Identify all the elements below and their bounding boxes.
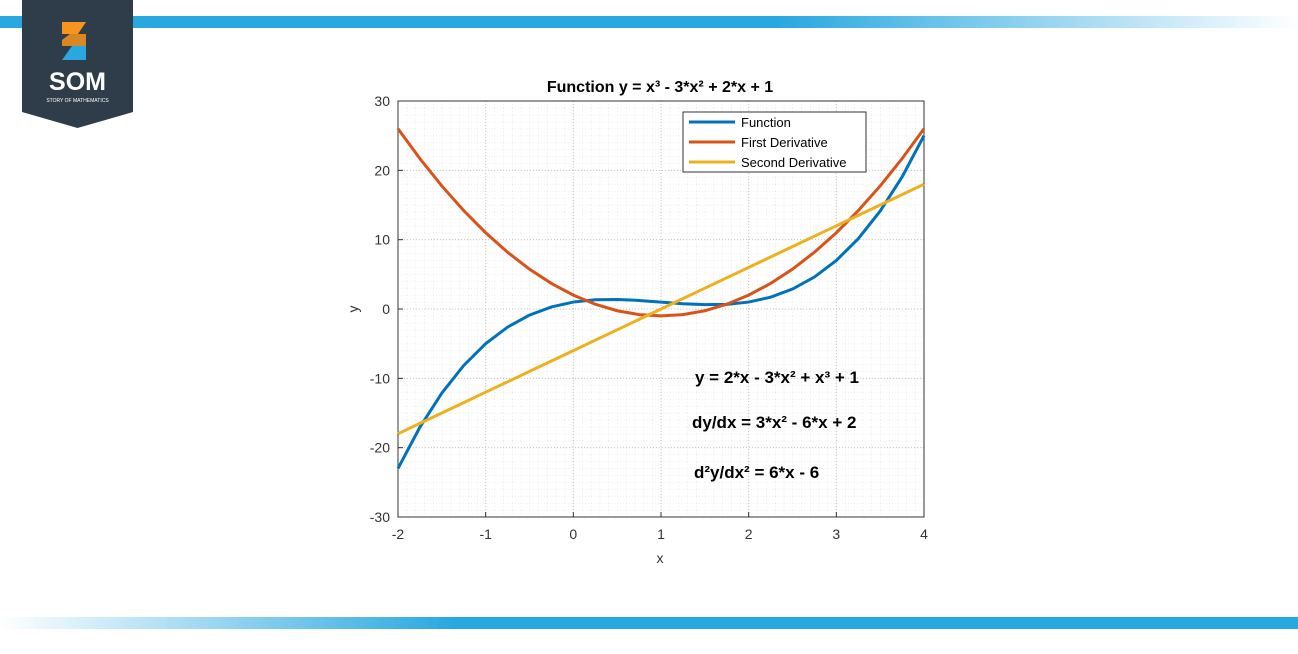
annotation: y = 2*x - 3*x² + x³ + 1 xyxy=(695,368,859,387)
y-tick-label: -30 xyxy=(370,509,390,525)
x-tick-label: 2 xyxy=(745,526,753,542)
legend-label: Function xyxy=(741,115,791,130)
annotation: dy/dx = 3*x² - 6*x + 2 xyxy=(692,413,856,432)
y-tick-label: -20 xyxy=(370,440,390,456)
logo-shape xyxy=(62,22,86,34)
y-axis-label: y xyxy=(345,306,361,313)
x-tick-label: 4 xyxy=(920,526,928,542)
logo-title: SOM xyxy=(49,68,106,96)
x-axis-label: x xyxy=(657,550,664,566)
x-tick-label: 1 xyxy=(657,526,665,542)
x-tick-label: -2 xyxy=(392,526,405,542)
y-tick-label: -10 xyxy=(370,370,390,386)
logo-subtitle: STORY OF MATHEMATICS xyxy=(46,98,109,104)
logo: SOM STORY OF MATHEMATICS xyxy=(22,0,133,128)
series-line xyxy=(397,182,925,436)
legend: Function First Derivative Second Derivativ… xyxy=(682,111,867,173)
chart-title: Function y = x³ - 3*x² + 2*x + 1 xyxy=(547,79,773,96)
y-tick-label: 30 xyxy=(374,93,390,109)
x-tick-label: -1 xyxy=(479,526,492,542)
y-tick-label: 10 xyxy=(374,232,390,248)
logo-shape xyxy=(62,34,86,60)
annotation: d²y/dx² = 6*x - 6 xyxy=(694,463,819,482)
y-tick-label: 20 xyxy=(374,162,390,178)
top-band xyxy=(0,16,1298,28)
series-line xyxy=(396,134,926,470)
series-line xyxy=(396,127,926,318)
y-tick-label: 0 xyxy=(382,301,390,317)
logo-badge xyxy=(22,0,133,128)
logo-shape xyxy=(62,34,86,46)
plot-frame xyxy=(397,100,925,518)
x-tick-label: 3 xyxy=(832,526,840,542)
x-tick-label: 0 xyxy=(569,526,577,542)
legend-label: Second Derivative xyxy=(741,155,847,170)
bottom-band xyxy=(0,617,1298,629)
legend-label: First Derivative xyxy=(741,135,828,150)
